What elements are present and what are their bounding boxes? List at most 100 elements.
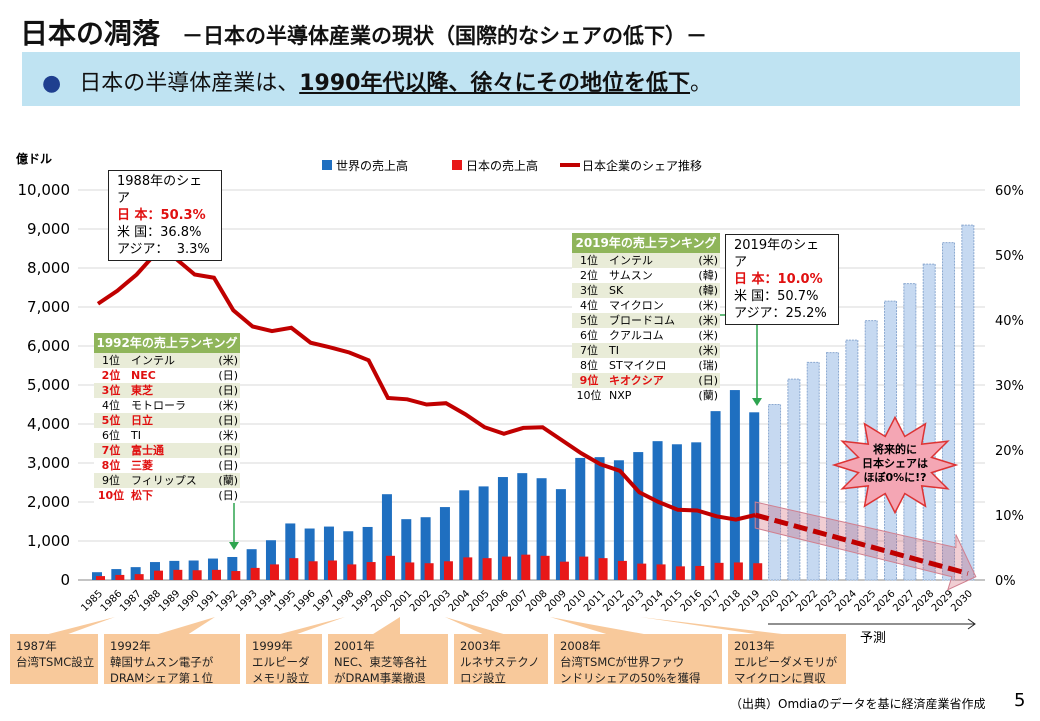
event-annotation: 2013年 エルピーダメモリが マイクロンに買収: [728, 634, 846, 685]
forecast-sales-bar: [806, 361, 820, 581]
world-sales-bar: [439, 507, 450, 580]
event-annotation: 1999年 エルピーダ メモリ設立: [246, 634, 322, 685]
japan-sales-bar: [115, 574, 125, 580]
title-main: 日本の凋落: [20, 17, 161, 50]
country: (米): [698, 329, 718, 342]
legend-swatch: [452, 160, 462, 170]
event-text: 台湾TSMCが世界ファウ: [560, 655, 685, 669]
ranking-row: 7位 TI (米): [572, 343, 720, 358]
ranking-row: 5位 ブロードコム (米): [572, 313, 720, 328]
y-tick-label: 10,000: [18, 181, 71, 199]
japan-sales-bar: [289, 558, 299, 580]
japan-sales-bar: [211, 569, 221, 580]
summary-banner: ● 日本の半導体産業は、1990年代以降、徐々にその地位を低下。: [22, 52, 1020, 106]
company: NEC: [131, 369, 156, 382]
y-tick-label: 3,000: [27, 454, 70, 472]
world-sales-bar: [362, 526, 373, 580]
callout-japan: 日 本：50.3%: [117, 208, 206, 223]
rank: 8位: [101, 459, 121, 472]
country: (日): [218, 414, 238, 427]
y2-tick-label: 40%: [995, 314, 1024, 329]
forecast-sales-bar: [942, 242, 956, 581]
y-tick-label: 0: [60, 571, 70, 589]
japan-sales-bar: [617, 560, 627, 580]
company: TI: [609, 344, 619, 357]
arrow-right-icon: [967, 618, 976, 630]
event-year: 2008年: [560, 639, 601, 653]
event-year: 2001年: [334, 639, 375, 653]
event-year: 1987年: [16, 639, 57, 653]
banner-text-end: 。: [690, 71, 713, 96]
country: (米): [698, 254, 718, 267]
forecast-sales-bar: [961, 224, 975, 581]
japan-sales-bar: [463, 557, 473, 580]
japan-sales-bar: [269, 564, 279, 580]
event-text: 韓国サムスン電子が: [110, 655, 214, 669]
rank: 7位: [101, 444, 121, 457]
rank: 2位: [101, 369, 121, 382]
ranking-title: 2019年の売上ランキング: [572, 233, 720, 253]
japan-sales-bar: [327, 560, 337, 580]
callout-us: 米 国：50.7%: [734, 289, 819, 304]
event-annotation: 2001年 NEC、東芝等各社 がDRAM事業撤退: [328, 634, 448, 685]
ranking-row: 2位 サムスン (韓): [572, 268, 720, 283]
country: (日): [218, 369, 238, 382]
page-number: 5: [1014, 690, 1026, 711]
annotation-pointer: [370, 617, 400, 636]
rank: 3位: [101, 384, 121, 397]
ranking-1992-table: 1992年の売上ランキング 1位 インテル (米) 2位 NEC (日) 3位 東芝 (日) 4位モ…: [94, 333, 240, 503]
starburst-callout: [831, 415, 959, 515]
world-sales-bar: [497, 477, 508, 580]
ranking-row: 2位 NEC (日): [94, 368, 240, 383]
share-line: [96, 250, 756, 522]
japan-sales-bar: [501, 556, 511, 580]
world-sales-bar: [343, 531, 354, 580]
world-sales-bar: [652, 441, 663, 580]
japan-sales-bar: [308, 561, 318, 580]
world-sales-bar: [613, 460, 624, 580]
country: (日): [698, 374, 718, 387]
ranking-row: 6位 TI (米): [94, 428, 240, 443]
world-sales-bar: [555, 489, 566, 580]
annotation-pointer: [40, 617, 115, 636]
japan-sales-bar: [424, 563, 434, 580]
event-text: メモリ設立: [252, 671, 310, 685]
y2-tick-label: 30%: [995, 379, 1024, 394]
event-text: 台湾TSMC設立: [16, 655, 95, 669]
world-sales-bar: [633, 452, 644, 580]
japan-sales-bar: [521, 554, 531, 580]
world-sales-bar: [536, 478, 547, 580]
y-tick-label: 9,000: [27, 220, 70, 238]
callout-asia: アジア： 3.3%: [117, 242, 210, 257]
forecast-sales-bar: [826, 352, 840, 581]
forecast-label: 予測: [860, 631, 886, 646]
ranking-row: 10位 NXP (蘭): [572, 388, 720, 403]
country: (日): [218, 459, 238, 472]
y-tick-label: 5,000: [27, 376, 70, 394]
legend-label: 日本企業のシェア推移: [582, 158, 702, 173]
rank: 6位: [102, 429, 120, 442]
source-note: （出典）Omdiaのデータを基に経済産業省作成: [730, 697, 986, 711]
y-axis-label: 億ドル: [16, 151, 52, 166]
y-tick-label: 8,000: [27, 259, 70, 277]
company: 日立: [131, 414, 153, 427]
company: STマイクロ: [609, 359, 667, 372]
ranking-row: 8位 三菱 (日): [94, 458, 240, 473]
event-annotation: 2008年 台湾TSMCが世界ファウ ンドリシェアの50%を獲得: [554, 634, 722, 685]
country: (韓): [698, 284, 718, 297]
world-sales-bar: [130, 567, 141, 580]
callout-title: 2019年のシェア: [734, 238, 820, 270]
company: サムスン: [609, 269, 653, 282]
rank: 9位: [579, 374, 599, 387]
ranking-row: 1位 インテル (米): [572, 253, 720, 268]
event-text: エルピーダメモリが: [734, 655, 838, 669]
world-sales-bar: [420, 517, 431, 580]
company: TI: [131, 429, 141, 442]
japan-sales-bar: [443, 561, 453, 580]
forecast-sales-bar: [768, 404, 782, 581]
ranking-row: 4位 マイクロン (米): [572, 298, 720, 313]
world-sales-bar: [381, 494, 392, 580]
company: クアルコム: [609, 329, 664, 342]
arrow-head-icon: [752, 398, 762, 406]
